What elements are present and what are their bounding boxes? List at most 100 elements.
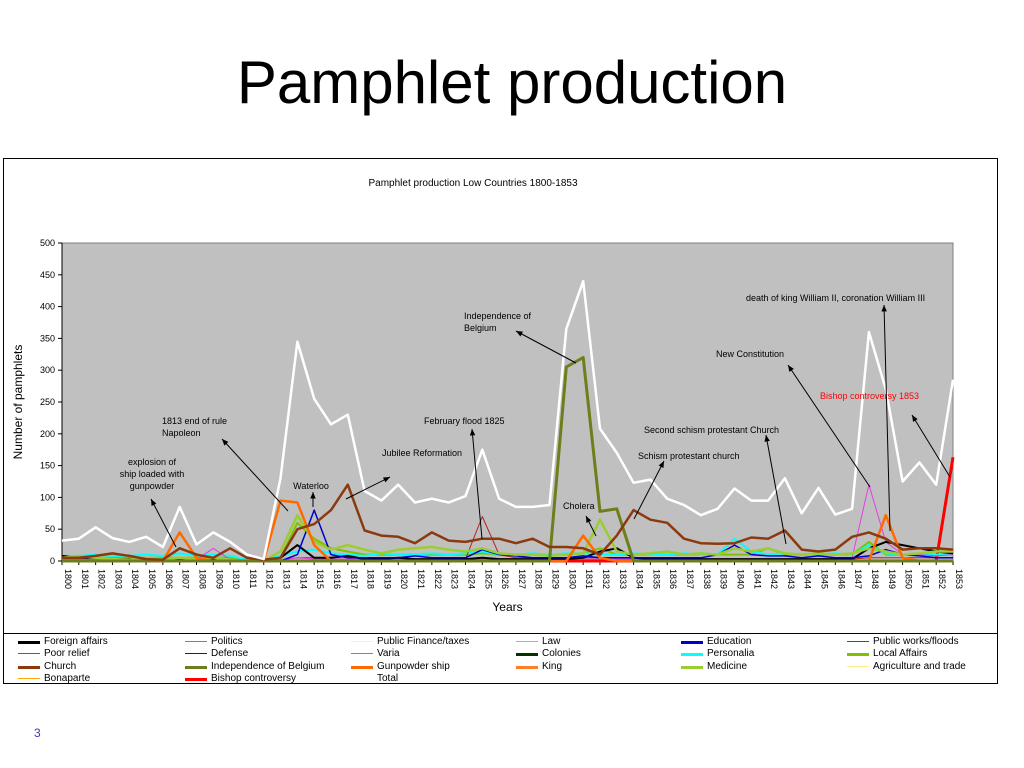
legend-label: Bonaparte [44,672,91,684]
x-tick-label: 1810 [231,569,241,589]
annotation-label: Cholera [563,501,595,511]
x-tick-label: 1801 [80,569,90,589]
x-tick-label: 1850 [904,569,914,589]
x-tick-label: 1802 [97,569,107,589]
x-tick-label: 1817 [349,569,359,589]
legend-swatch [681,653,703,657]
annotation-label: Bishop controversy 1853 [820,391,919,401]
annotation-label: explosion of ship loaded with gunpowder [120,457,185,491]
x-tick-label: 1836 [668,569,678,589]
annotation-arrowhead [788,365,794,372]
y-tick-label: 150 [40,461,55,471]
legend-swatch [185,653,207,655]
legend-label: Colonies [542,648,581,660]
annotation-label: 1813 end of rule Napoleon [162,416,227,438]
y-tick-label: 450 [40,270,55,280]
x-tick-label: 1847 [853,569,863,589]
x-tick-label: 1808 [197,569,207,589]
annotation-line: Cholera [563,501,595,511]
legend-label: Poor relief [44,648,90,660]
annotation-arrow [765,434,787,545]
legend-label: Total [377,672,399,684]
x-tick-label: 1832 [601,569,611,589]
legend-label: Independence of Belgium [211,660,325,672]
annotation-line: ship loaded with [120,469,185,479]
legend-swatch [681,665,703,669]
y-tick-label: 500 [40,238,55,248]
plot-area [61,242,954,562]
chart-title: Pamphlet production Low Countries 1800-1… [368,178,577,189]
y-tick-label: 300 [40,365,55,375]
legend-swatch [516,665,538,669]
x-tick-label: 1840 [735,569,745,589]
annotation-arrowhead [310,492,316,499]
legend-label: Church [44,660,77,672]
x-tick-label: 1849 [887,569,897,589]
x-tick-label: 1815 [315,569,325,589]
x-tick-label: 1800 [63,569,73,589]
annotation-arrowhead [658,461,664,468]
annotation-arrowhead [912,415,918,422]
annotation-arrowhead [469,429,476,436]
annotation-arrow [150,498,177,548]
x-tick-label: 1819 [382,569,392,589]
x-tick-label: 1834 [635,569,645,589]
x-tick-label: 1852 [937,569,947,589]
annotation-label: Second schism protestant Church [644,425,779,435]
annotation-line: Bishop controversy 1853 [820,391,919,401]
legend-label: Agriculture and trade [873,660,966,672]
legend-label: Varia [377,648,400,660]
legend-swatch [351,665,373,669]
legend-label: Law [542,636,561,647]
annotation-arrow [515,330,577,364]
legend-swatch [18,653,40,655]
legend-swatch [516,641,538,642]
x-tick-label: 1845 [820,569,830,589]
chart-frame: Pamphlet production Low Countries 1800-1… [3,158,998,684]
legend-swatch [185,677,207,681]
y-tick-label: 100 [40,492,55,502]
x-tick-label: 1807 [181,569,191,589]
legend-swatch [516,653,538,657]
annotation-arrowhead [151,499,157,506]
annotation-label: February flood 1825 [424,416,505,426]
annotation-line: Schism protestant church [638,451,740,461]
x-tick-label: 1846 [836,569,846,589]
slide-title: Pamphlet production [236,49,788,116]
annotation-label: death of king William II, coronation Wil… [746,293,925,303]
x-tick-label: 1804 [130,569,140,589]
x-tick-label: 1828 [534,569,544,589]
x-tick-label: 1814 [298,569,308,589]
y-tick-label: 350 [40,333,55,343]
annotation-arrowhead [764,435,770,442]
x-tick-label: 1833 [618,569,628,589]
annotation-line: explosion of [128,457,177,467]
legend-swatch [847,641,869,642]
x-tick-label: 1811 [248,569,258,588]
annotation-arrow [471,428,483,540]
annotation-line: Jubilee Reformation [382,448,462,458]
x-tick-label: 1825 [483,569,493,589]
x-tick-label: 1805 [147,569,157,589]
legend-label: Gunpowder ship [377,660,450,672]
annotation-label: New Constitution [716,349,784,359]
annotation-label: Jubilee Reformation [382,448,462,458]
legend-swatch [847,665,869,667]
legend-label: Defense [211,648,249,660]
x-tick-label: 1848 [870,569,880,589]
x-tick-label: 1838 [702,569,712,589]
y-tick-label: 200 [40,429,55,439]
legend-label: Personalia [707,648,755,660]
x-tick-label: 1851 [920,569,930,589]
annotation-arrow [345,476,391,500]
legend-swatch [185,641,207,642]
annotation-arrowhead [516,331,523,337]
legend-label: Foreign affairs [44,636,108,647]
legend-swatch [18,641,40,644]
annotation-arrow [787,364,871,488]
chart-legend: Foreign affairs Politics Public Finance/ta… [4,633,997,684]
y-tick-label: 400 [40,302,55,312]
legend-swatch [681,641,703,644]
x-tick-label: 1824 [466,569,476,589]
annotation-line: death of king William II, coronation Wil… [746,293,925,303]
